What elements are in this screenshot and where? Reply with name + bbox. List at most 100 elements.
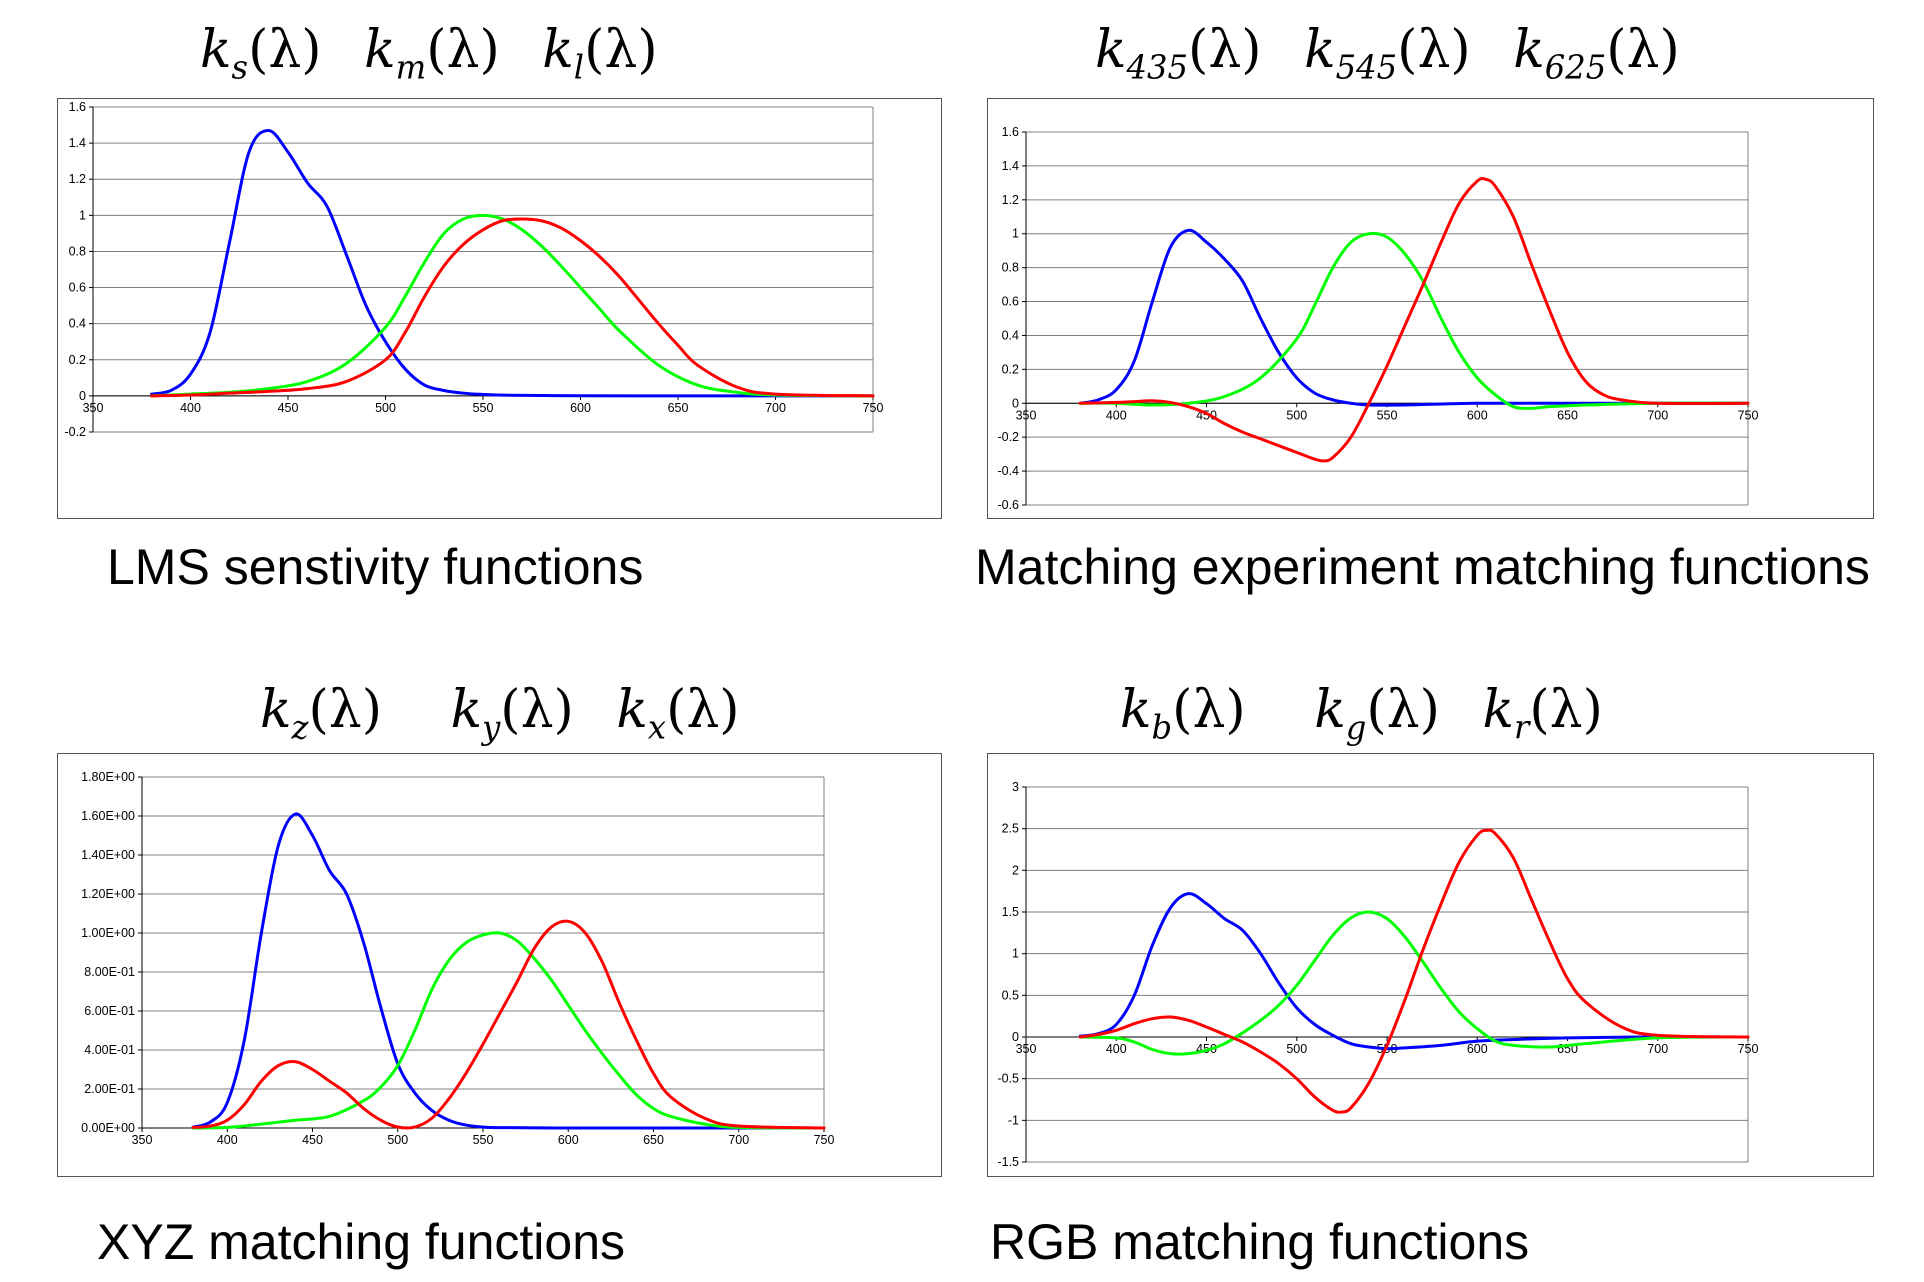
term-arg: (λ) bbox=[1397, 20, 1471, 80]
x-tick-label: 750 bbox=[814, 1133, 835, 1147]
x-tick-label: 700 bbox=[1647, 408, 1668, 422]
y-tick-label: 1.4 bbox=[1002, 159, 1019, 173]
y-tick-label: 1.4 bbox=[69, 136, 86, 150]
term-sub: y bbox=[482, 708, 501, 747]
y-tick-label: 1.40E+00 bbox=[81, 848, 135, 862]
xyz-chart: 0.00E+00 2.00E-01 4.00E-01 6.00E-01 8.00E-01… bbox=[81, 770, 835, 1147]
x-tick-label: 350 bbox=[1016, 1042, 1037, 1056]
y-tick-label: -1 bbox=[1008, 1113, 1019, 1127]
y-tick-label: 4.00E-01 bbox=[84, 1043, 135, 1057]
term-arg: (λ) bbox=[666, 680, 740, 740]
x-tick-label: 750 bbox=[863, 401, 884, 415]
term-sub: 435 bbox=[1126, 48, 1189, 87]
term-base: k bbox=[616, 680, 648, 740]
y-tick-label: 1 bbox=[1012, 227, 1019, 241]
term-base: k bbox=[1482, 680, 1514, 740]
rgb-caption: RGB matching functions bbox=[990, 1214, 1530, 1270]
term-sub: x bbox=[647, 708, 667, 747]
y-tick-label: 1.60E+00 bbox=[81, 809, 135, 823]
x-tick-label: 700 bbox=[728, 1133, 749, 1147]
rgb-chart-frame: -1.5 -1 -0.5 0 0.5 1 1.5 2 2.5 3 350 400 450 500 550 60… bbox=[987, 753, 1874, 1177]
x-tick-label: 750 bbox=[1738, 408, 1759, 422]
lms-formula-title: ks(λ) km(λ) kl(λ) bbox=[200, 20, 684, 86]
series-line-red bbox=[150, 217, 875, 398]
x-tick-label: 550 bbox=[1377, 408, 1398, 422]
term-base: k bbox=[450, 680, 483, 740]
matching-caption: Matching experiment matching functions bbox=[975, 539, 1870, 595]
y-tick-label: -0.2 bbox=[997, 430, 1019, 444]
series-line-green bbox=[150, 213, 875, 398]
series-line-green bbox=[1078, 231, 1750, 410]
series-line-red bbox=[1078, 177, 1750, 463]
y-tick-label: 0 bbox=[1012, 396, 1019, 410]
y-tick-label: 1.2 bbox=[69, 172, 86, 186]
y-tick-label: 2.5 bbox=[1002, 822, 1019, 836]
series-line-green bbox=[1078, 910, 1750, 1056]
rgb-term-g: kg(λ) bbox=[1314, 680, 1440, 746]
y-tick-label: 1.20E+00 bbox=[81, 887, 135, 901]
series-line-blue bbox=[191, 812, 826, 1130]
lms-chart-frame: -0.2 0 0.2 0.4 0.6 0.8 1 1.2 1.4 1.6 350 400 450 500 5… bbox=[57, 98, 942, 519]
y-tick-label: 0.4 bbox=[1002, 328, 1019, 342]
y-tick-label: 1.80E+00 bbox=[81, 770, 135, 784]
y-tick-label: -1.5 bbox=[997, 1155, 1019, 1169]
lms-term-s: ks(λ) bbox=[200, 20, 322, 86]
term-base: k bbox=[1095, 20, 1127, 80]
x-tick-label: 350 bbox=[1016, 408, 1037, 422]
x-tick-label: 700 bbox=[765, 401, 786, 415]
x-tick-label: 450 bbox=[278, 401, 299, 415]
xyz-term-z: kz(λ) bbox=[260, 680, 382, 746]
term-base: k bbox=[200, 20, 232, 80]
series-line-red bbox=[1078, 828, 1750, 1114]
term-arg: (λ) bbox=[426, 20, 500, 80]
term-sub: b bbox=[1151, 708, 1173, 747]
term-arg: (λ) bbox=[1366, 680, 1440, 740]
rgb-term-r: kr(λ) bbox=[1482, 680, 1602, 746]
term-sub: l bbox=[573, 48, 585, 87]
matching-term-625: k625(λ) bbox=[1513, 20, 1680, 86]
term-base: k bbox=[1304, 20, 1336, 80]
y-tick-label: 1 bbox=[1012, 947, 1019, 961]
x-tick-label: 400 bbox=[1106, 1042, 1127, 1056]
term-sub: s bbox=[231, 48, 249, 87]
x-tick-label: 650 bbox=[668, 401, 689, 415]
y-tick-label: 2 bbox=[1012, 863, 1019, 877]
term-arg: (λ) bbox=[248, 20, 322, 80]
y-tick-label: 1 bbox=[79, 208, 86, 222]
x-tick-label: 400 bbox=[180, 401, 201, 415]
y-tick-label: 2.00E-01 bbox=[84, 1082, 135, 1096]
x-tick-label: 500 bbox=[1286, 408, 1307, 422]
term-base: k bbox=[1314, 680, 1346, 740]
term-base: k bbox=[1513, 20, 1545, 80]
matching-chart: -0.6 -0.4 -0.2 0 0.2 0.4 0.6 0.8 1 1.2 1.4 1.6 350 40… bbox=[997, 125, 1759, 512]
xyz-term-x: kx(λ) bbox=[616, 680, 740, 746]
matching-chart-frame: -0.6 -0.4 -0.2 0 0.2 0.4 0.6 0.8 1 1.2 1.4 1.6 350 40… bbox=[987, 98, 1874, 519]
x-tick-label: 550 bbox=[473, 401, 494, 415]
x-tick-label: 350 bbox=[132, 1133, 153, 1147]
y-tick-label: 1.00E+00 bbox=[81, 926, 135, 940]
xyz-formula-title: kz(λ) ky(λ) kx(λ) bbox=[260, 680, 766, 746]
term-arg: (λ) bbox=[1606, 20, 1680, 80]
y-tick-label: -0.5 bbox=[997, 1072, 1019, 1086]
term-arg: (λ) bbox=[584, 20, 658, 80]
y-tick-label: -0.2 bbox=[64, 425, 86, 439]
x-tick-label: 400 bbox=[217, 1133, 238, 1147]
x-tick-label: 400 bbox=[1106, 408, 1127, 422]
y-tick-label: 0 bbox=[79, 389, 86, 403]
xyz-term-y: ky(λ) bbox=[450, 680, 574, 746]
series-line-blue bbox=[1078, 892, 1750, 1051]
x-tick-label: 600 bbox=[1467, 1042, 1488, 1056]
term-sub: 545 bbox=[1335, 48, 1398, 87]
rgb-formula-title: kb(λ) kg(λ) kr(λ) bbox=[1120, 680, 1629, 746]
matching-formula-title: k435(λ) k545(λ) k625(λ) bbox=[1095, 20, 1706, 86]
x-tick-label: 500 bbox=[387, 1133, 408, 1147]
lms-term-l: kl(λ) bbox=[542, 20, 658, 86]
x-tick-label: 350 bbox=[83, 401, 104, 415]
x-tick-label: 650 bbox=[643, 1133, 664, 1147]
y-tick-label: 0.00E+00 bbox=[81, 1121, 135, 1135]
term-arg: (λ) bbox=[1172, 680, 1246, 740]
term-arg: (λ) bbox=[500, 680, 574, 740]
y-tick-label: 0 bbox=[1012, 1030, 1019, 1044]
y-tick-label: 0.2 bbox=[69, 353, 86, 367]
lms-term-m: km(λ) bbox=[364, 20, 500, 86]
